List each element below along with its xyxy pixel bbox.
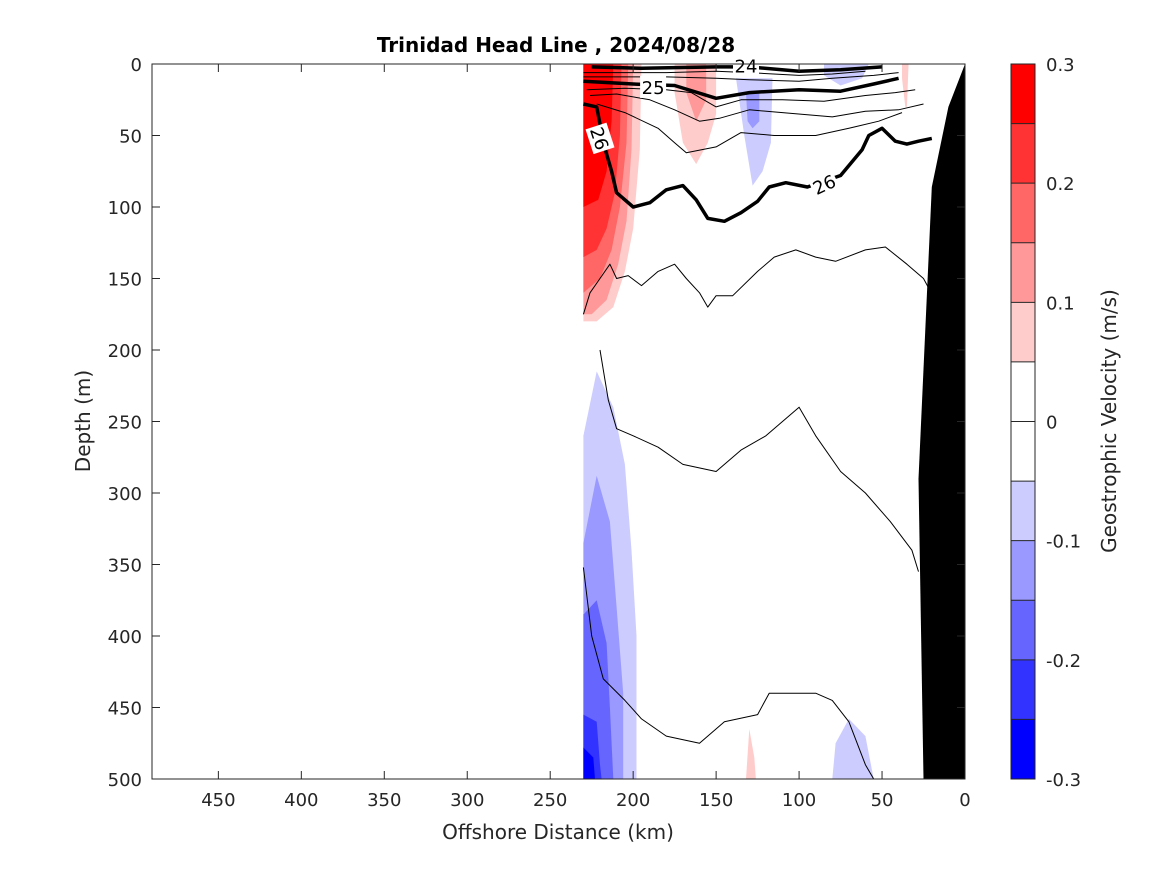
y-tick-label: 50 [119,127,142,148]
x-tick-label: 400 [284,790,318,811]
colorbar-tick-label: 0.3 [1046,55,1075,76]
density-contour-major [583,102,933,224]
y-tick-label: 400 [108,627,142,648]
x-axis-label: Offshore Distance (km) [442,820,674,844]
density-contour [582,567,875,780]
x-tick-label: 100 [782,790,816,811]
x-axis: 450 400 350 300 250 200 150 100 50 0 [201,64,971,811]
colorbar-tick-label: 0.1 [1046,293,1075,314]
colorbar-frame [1010,63,1036,780]
y-tick-label: 0 [131,55,142,76]
density-contour [582,246,936,315]
x-tick-label: 150 [699,790,733,811]
contour-label-bg [585,122,615,155]
colorbar-swatch [1011,123,1035,184]
colorbar-swatch [1011,719,1035,779]
colorbar-swatch [1011,600,1035,660]
density-contour [583,70,866,76]
contour-label-bg [733,54,759,77]
colorbar-tick-label: -0.1 [1046,532,1081,553]
density-contour [596,103,903,154]
colorbar-tick-label: -0.3 [1046,770,1081,791]
y-tick-label: 300 [108,484,142,505]
y-axis-label: Depth (m) [71,370,95,472]
x-tick-label: 300 [450,790,484,811]
colorbar-swatch [1011,64,1035,124]
colorbar-swatch [1011,183,1035,243]
contour-label-text: 24 [735,56,758,77]
colorbar-label: Geostrophic Velocity (m/s) [1097,289,1121,553]
x-tick-label: 350 [367,790,401,811]
colorbar-swatch [1011,242,1035,303]
colorbar-swatch [1011,421,1035,482]
contour-label-bg [640,75,667,98]
velocity-region [583,747,595,779]
contour-label-text: 25 [642,78,665,99]
contour-label-bg [807,168,841,200]
x-tick-label: 250 [533,790,567,811]
y-tick-label: 350 [108,556,142,577]
velocity-region [902,64,909,107]
y-tick-label: 450 [108,699,142,720]
contour-label: 26 [807,168,841,200]
velocity-region [832,718,874,779]
bathymetry-layer [918,64,965,779]
density-contour [583,72,899,82]
colorbar-tick-label: 0.2 [1046,174,1075,195]
y-tick-label: 500 [108,770,142,791]
y-tick-label: 250 [108,413,142,434]
x-tick-label: 450 [201,790,235,811]
colorbar-swatch [1011,659,1035,720]
velocity-region [746,729,756,779]
x-tick-label: 200 [616,790,650,811]
y-tick-label: 150 [108,270,142,291]
x-tick-label: 0 [959,790,970,811]
chart-title: Trinidad Head Line , 2024/08/28 [377,33,735,57]
density-contour [589,93,924,122]
colorbar-swatch [1011,302,1035,362]
colorbar-swatch [1011,481,1035,541]
colorbar-swatch [1011,361,1035,422]
y-axis: 0 50 100 150 200 250 300 350 400 450 500 [108,55,965,791]
colorbar-tick-label: 0 [1046,413,1057,434]
velocity-region [736,78,773,186]
x-tick-label: 50 [871,790,894,811]
colorbar-swatch [1011,540,1035,601]
y-tick-label: 100 [108,198,142,219]
colorbar: -0.3 -0.2 -0.1 0 0.1 0.2 0.3 [1010,55,1081,791]
contour-label: 24 [733,54,759,77]
colorbar-tick-label: -0.2 [1046,651,1081,672]
bathymetry-seafloor [918,64,965,779]
density-contour [599,349,919,572]
contour-label: 25 [640,75,667,99]
y-tick-label: 200 [108,341,142,362]
